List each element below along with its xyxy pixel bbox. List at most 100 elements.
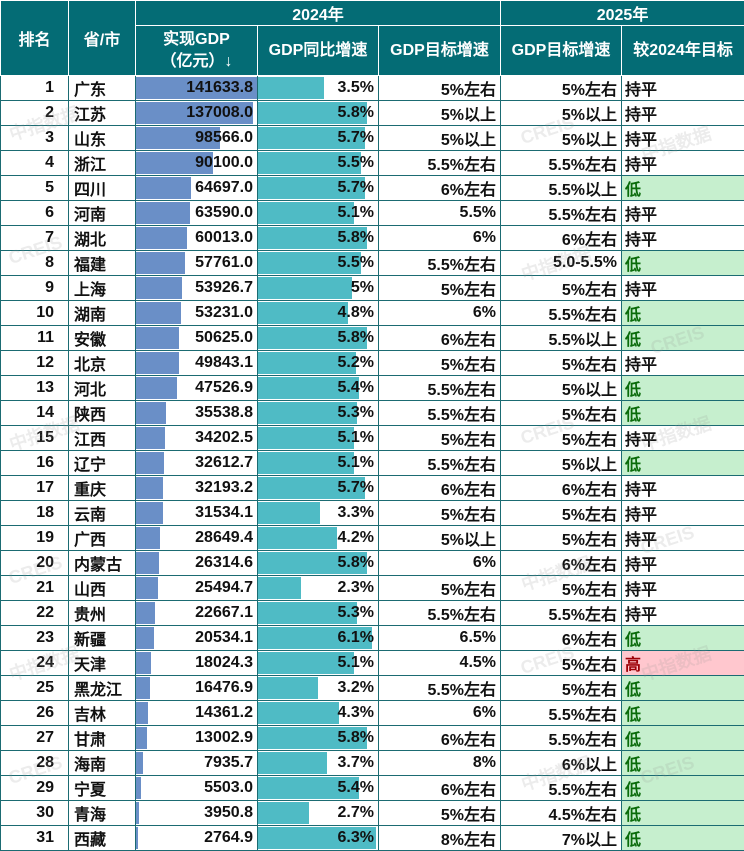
target-2025-cell: 5%左右 xyxy=(501,676,622,701)
gdp-value: 57761.0 xyxy=(195,254,257,271)
province-cell: 贵州 xyxy=(69,601,136,626)
province-cell: 广东 xyxy=(69,76,136,101)
gdp-cell: 13002.9 xyxy=(136,726,258,751)
province-cell: 青海 xyxy=(69,801,136,826)
growth-cell: 5.8% xyxy=(258,226,379,251)
target-2025-cell: 5.5%左右 xyxy=(501,151,622,176)
compare-cell: 持平 xyxy=(622,276,744,301)
gdp-cell: 28649.4 xyxy=(136,526,258,551)
header-target-2025[interactable]: GDP目标增速 xyxy=(501,26,622,76)
gdp-cell: 3950.8 xyxy=(136,801,258,826)
gdp-data-bar xyxy=(136,702,148,724)
gdp-value: 60013.0 xyxy=(195,229,257,246)
growth-value: 5.8% xyxy=(338,104,378,121)
header-compare[interactable]: 较2024年目标 xyxy=(622,26,744,76)
growth-value: 3.7% xyxy=(338,754,378,771)
gdp-cell: 53926.7 xyxy=(136,276,258,301)
gdp-cell: 25494.7 xyxy=(136,576,258,601)
target-2024-cell: 6% xyxy=(379,226,501,251)
gdp-cell: 53231.0 xyxy=(136,301,258,326)
target-2025-cell: 5%以上 xyxy=(501,451,622,476)
header-rank[interactable]: 排名 xyxy=(1,1,69,76)
growth-value: 5.8% xyxy=(338,229,378,246)
gdp-value: 7935.7 xyxy=(204,754,257,771)
header-gdp[interactable]: 实现GDP （亿元）↓ xyxy=(136,26,258,76)
compare-cell: 低 xyxy=(622,326,744,351)
growth-cell: 2.3% xyxy=(258,576,379,601)
gdp-value: 5503.0 xyxy=(204,779,257,796)
province-cell: 陕西 xyxy=(69,401,136,426)
gdp-data-bar xyxy=(136,227,187,249)
growth-data-bar xyxy=(258,677,318,699)
growth-cell: 5.5% xyxy=(258,251,379,276)
target-2024-cell: 5%左右 xyxy=(379,426,501,451)
header-group-2024: 2024年 xyxy=(136,1,501,26)
gdp-value: 31534.1 xyxy=(195,504,257,521)
gdp-data-bar xyxy=(136,727,147,749)
compare-cell: 持平 xyxy=(622,601,744,626)
header-province[interactable]: 省/市 xyxy=(69,1,136,76)
gdp-value: 53231.0 xyxy=(195,304,257,321)
gdp-data-bar xyxy=(136,302,181,324)
target-2024-cell: 6% xyxy=(379,701,501,726)
province-cell: 江苏 xyxy=(69,101,136,126)
gdp-cell: 60013.0 xyxy=(136,226,258,251)
target-2024-cell: 5%以上 xyxy=(379,126,501,151)
compare-cell: 持平 xyxy=(622,151,744,176)
target-2025-cell: 5%左右 xyxy=(501,651,622,676)
gdp-cell: 90100.0 xyxy=(136,151,258,176)
growth-cell: 5.8% xyxy=(258,101,379,126)
province-cell: 安徽 xyxy=(69,326,136,351)
header-gdp-unit-sort-desc-icon: （亿元）↓ xyxy=(136,51,257,73)
gdp-value: 141633.8 xyxy=(186,79,257,96)
rank-cell: 14 xyxy=(1,401,69,426)
compare-cell: 持平 xyxy=(622,76,744,101)
header-target-2024[interactable]: GDP目标增速 xyxy=(379,26,501,76)
growth-data-bar xyxy=(258,502,320,524)
province-cell: 吉林 xyxy=(69,701,136,726)
gdp-data-bar xyxy=(136,402,166,424)
gdp-cell: 57761.0 xyxy=(136,251,258,276)
gdp-value: 50625.0 xyxy=(195,329,257,346)
header-growth-2024[interactable]: GDP同比增速 xyxy=(258,26,379,76)
growth-cell: 3.5% xyxy=(258,76,379,101)
rank-cell: 1 xyxy=(1,76,69,101)
growth-value: 5.2% xyxy=(338,354,378,371)
compare-cell: 低 xyxy=(622,701,744,726)
growth-data-bar xyxy=(258,302,348,324)
gdp-data-bar xyxy=(136,277,182,299)
target-2025-cell: 5.5%左右 xyxy=(501,301,622,326)
growth-value: 4.3% xyxy=(338,704,378,721)
